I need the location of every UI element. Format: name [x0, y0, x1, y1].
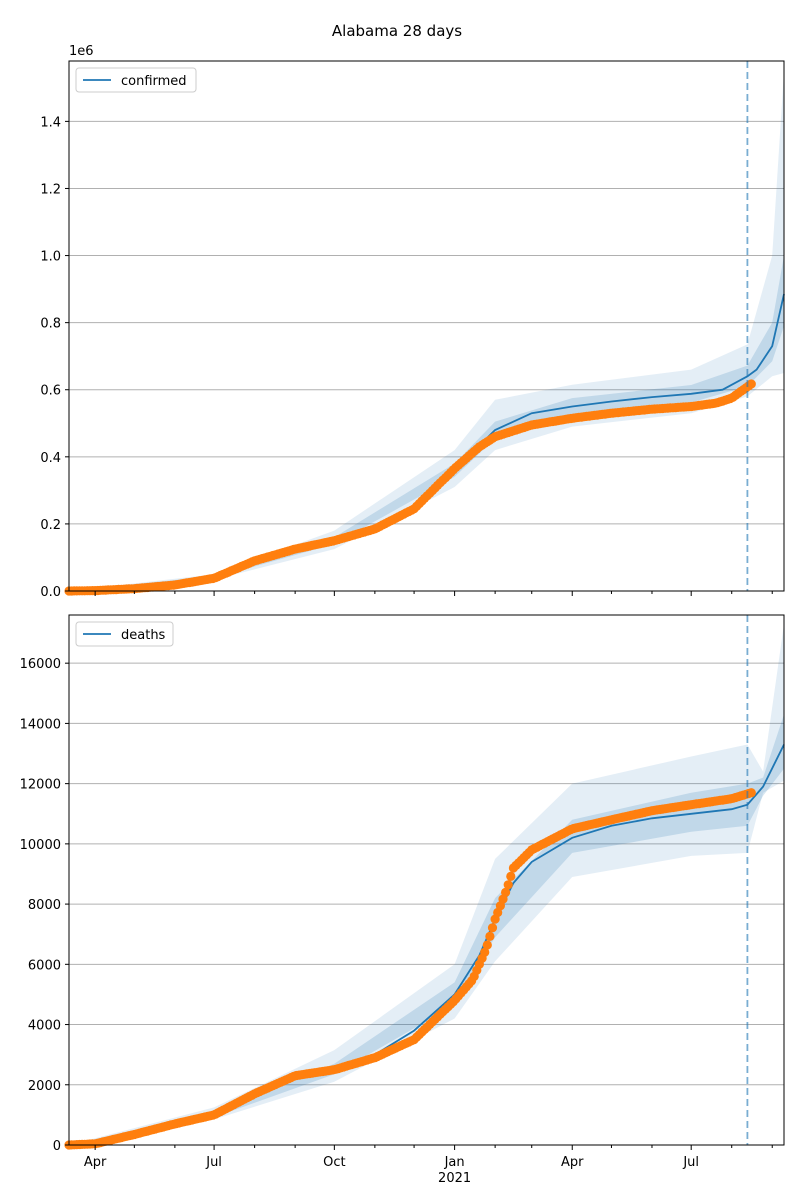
observed-point: [503, 880, 513, 890]
uncertainty-band-outer: [69, 624, 784, 1145]
uncertainty-band-outer: [69, 71, 784, 592]
y-tick-label: 0.8: [40, 317, 61, 332]
model-median-line: [68, 293, 785, 592]
axes-frame: [68, 614, 785, 1146]
observed-point: [746, 788, 756, 798]
y-tick-label: 0: [53, 1139, 61, 1154]
y-tick-label: 2000: [28, 1079, 61, 1094]
deaths-panel: 0 2000 4000 6000 8000 10000 12000 14000 16000 Apr…: [20, 614, 785, 1186]
x-year-label: 2021: [438, 1171, 471, 1186]
y-tick-label: 1.0: [40, 250, 61, 265]
y-tick-label: 0.2: [40, 518, 61, 533]
legend-label: deaths: [121, 628, 166, 643]
y-tick-label: 14000: [20, 717, 61, 732]
observed-point: [506, 871, 516, 882]
y-offset-label: 1e6: [69, 44, 94, 59]
observed-point: [480, 947, 490, 957]
uncertainty-band-inner: [69, 255, 784, 591]
confirmed-panel: 0.0 0.2 0.4 0.6 0.8 1.0 1.2 1.4 1e6 confirmed: [40, 44, 785, 600]
x-tick-label: Jan: [444, 1155, 465, 1170]
x-tick-label: Jul: [682, 1155, 699, 1170]
x-tick-label: Jul: [205, 1155, 222, 1170]
x-tick-label: Apr: [561, 1155, 584, 1170]
legend-box: [75, 621, 174, 647]
observed-point: [487, 923, 498, 933]
legend-box: [75, 67, 197, 93]
y-tick-label: 12000: [20, 778, 61, 793]
observed-point: [482, 940, 492, 950]
y-tick-label: 10000: [20, 838, 61, 853]
observed-point: [485, 931, 495, 942]
observed-series: [64, 788, 756, 1150]
y-tick-label: 0.6: [40, 384, 61, 399]
y-tick-label: 8000: [28, 898, 61, 913]
y-tick-label: 0.0: [40, 585, 61, 600]
observed-point: [746, 379, 756, 389]
observed-series: [64, 379, 756, 596]
y-tick-label: 4000: [28, 1019, 61, 1034]
x-tick-label: Apr: [84, 1155, 107, 1170]
legend-label: confirmed: [121, 74, 187, 89]
legend: deaths: [75, 621, 174, 647]
legend: confirmed: [75, 67, 197, 93]
y-tick-label: 0.4: [40, 451, 61, 466]
y-tick-label: 16000: [20, 657, 61, 672]
observed-point: [501, 887, 511, 898]
y-tick-label: 1.2: [40, 182, 61, 197]
x-tick-label: Oct: [323, 1155, 345, 1170]
axes-frame: [68, 60, 785, 592]
figure-title: Alabama 28 days: [332, 22, 462, 40]
y-tick-label: 6000: [28, 958, 61, 973]
y-tick-label: 1.4: [40, 115, 61, 130]
